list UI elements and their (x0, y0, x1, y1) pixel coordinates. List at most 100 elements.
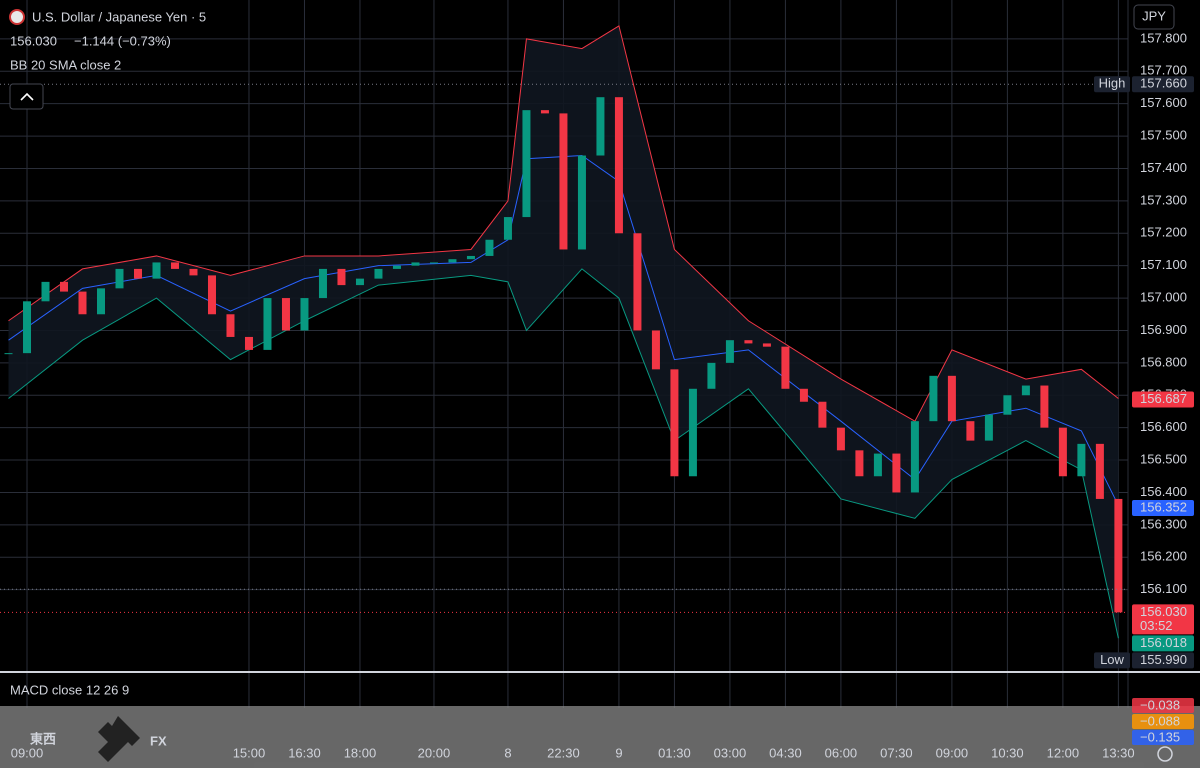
last-price: 156.030 (10, 33, 57, 48)
price-badge (1132, 391, 1194, 408)
candle (41, 281, 50, 302)
x-tick-label: 10:30 (991, 745, 1024, 760)
y-tick-label: 156.600 (1140, 419, 1187, 434)
price-axis (1128, 0, 1200, 708)
price-badge-label: 155.990 (1140, 652, 1187, 667)
settings-icon[interactable] (1157, 746, 1173, 762)
candle (984, 414, 993, 441)
y-tick-label: 157.700 (1140, 63, 1187, 78)
flag-icon (9, 9, 25, 25)
candle (670, 369, 679, 477)
candle (818, 401, 827, 428)
macd-badge (1132, 714, 1194, 729)
candle (4, 353, 13, 355)
candle (392, 265, 401, 269)
x-tick-label: 16:30 (288, 745, 321, 760)
currency-label[interactable]: JPY (1142, 8, 1166, 23)
y-tick-label: 156.900 (1140, 322, 1187, 337)
y-tick-label: 157.000 (1140, 290, 1187, 305)
price-badge-label: 156.030 (1140, 604, 1187, 619)
collapse-button[interactable] (9, 83, 44, 110)
candle (411, 262, 420, 266)
watermark-right: FX (150, 733, 167, 748)
x-tick-label: 01:30 (658, 745, 691, 760)
candle (1040, 385, 1049, 428)
x-tick-label: 09:00 (11, 745, 44, 760)
price-tag (1094, 76, 1130, 93)
currency-button[interactable] (1133, 4, 1175, 30)
candle (762, 343, 771, 347)
candle (152, 262, 161, 279)
candle (281, 298, 290, 331)
candle (966, 421, 975, 441)
candle (318, 268, 327, 299)
candle (429, 262, 438, 264)
candle (226, 314, 235, 337)
price-badge-label: 157.660 (1140, 76, 1187, 91)
watermark-logo (98, 716, 140, 762)
x-tick-label: 20:00 (418, 745, 451, 760)
candle (855, 450, 864, 477)
collapse-arrow[interactable] (20, 92, 34, 101)
band-upper (8, 25, 1119, 422)
candle (207, 275, 216, 315)
y-tick-label: 156.300 (1140, 516, 1187, 531)
candle (337, 268, 346, 286)
candle (466, 255, 475, 260)
chart-title: U.S. Dollar / Japanese Yen · 5 (32, 9, 206, 24)
candle (170, 262, 179, 269)
price-badge-label: 156.687 (1140, 391, 1187, 406)
candle (744, 340, 753, 344)
x-tick-label: 13:30 (1102, 745, 1135, 760)
candle (355, 278, 364, 286)
price-badge (1132, 76, 1194, 93)
candle (892, 453, 901, 493)
candle (1003, 395, 1012, 415)
price-badge-label: 156.018 (1140, 635, 1187, 650)
price-badge (1132, 604, 1194, 635)
candle (614, 97, 623, 234)
candle (23, 301, 32, 354)
price-tag-label: High (1099, 76, 1126, 91)
candle (596, 97, 605, 156)
candle (577, 155, 586, 250)
candle (651, 330, 660, 370)
x-tick-label: 9 (615, 745, 622, 760)
watermark-band (0, 706, 1200, 768)
candle (60, 281, 69, 292)
y-tick-label: 157.300 (1140, 192, 1187, 207)
x-tick-label: 04:30 (769, 745, 802, 760)
y-tick-label: 157.400 (1140, 160, 1187, 175)
macd-badge (1132, 730, 1194, 745)
price-badge-label: 156.352 (1140, 499, 1187, 514)
countdown: 03:52 (1140, 618, 1173, 633)
y-tick-label: 156.800 (1140, 354, 1187, 369)
candle (725, 340, 734, 363)
candle (300, 298, 309, 331)
price-tag-label: Low (1100, 652, 1124, 667)
candle (485, 239, 494, 256)
candle (1114, 498, 1123, 613)
macd-badge (1132, 698, 1194, 713)
candle (688, 388, 697, 477)
candle (522, 110, 531, 218)
x-tick-label: 18:00 (344, 745, 377, 760)
y-tick-label: 156.400 (1140, 484, 1187, 499)
price-tag (1094, 652, 1130, 669)
x-tick-label: 03:00 (714, 745, 747, 760)
candle (799, 388, 808, 402)
price-badge (1132, 652, 1194, 669)
y-tick-label: 156.500 (1140, 451, 1187, 466)
macd-badge-label: −0.135 (1140, 729, 1180, 744)
y-tick-label: 157.500 (1140, 128, 1187, 143)
x-tick-label: 8 (504, 745, 511, 760)
candle (910, 421, 919, 493)
y-tick-label: 156.100 (1140, 581, 1187, 596)
x-tick-label: 06:00 (825, 745, 858, 760)
candle (374, 268, 383, 279)
macd-badge-label: −0.038 (1140, 697, 1180, 712)
candle (115, 268, 124, 289)
